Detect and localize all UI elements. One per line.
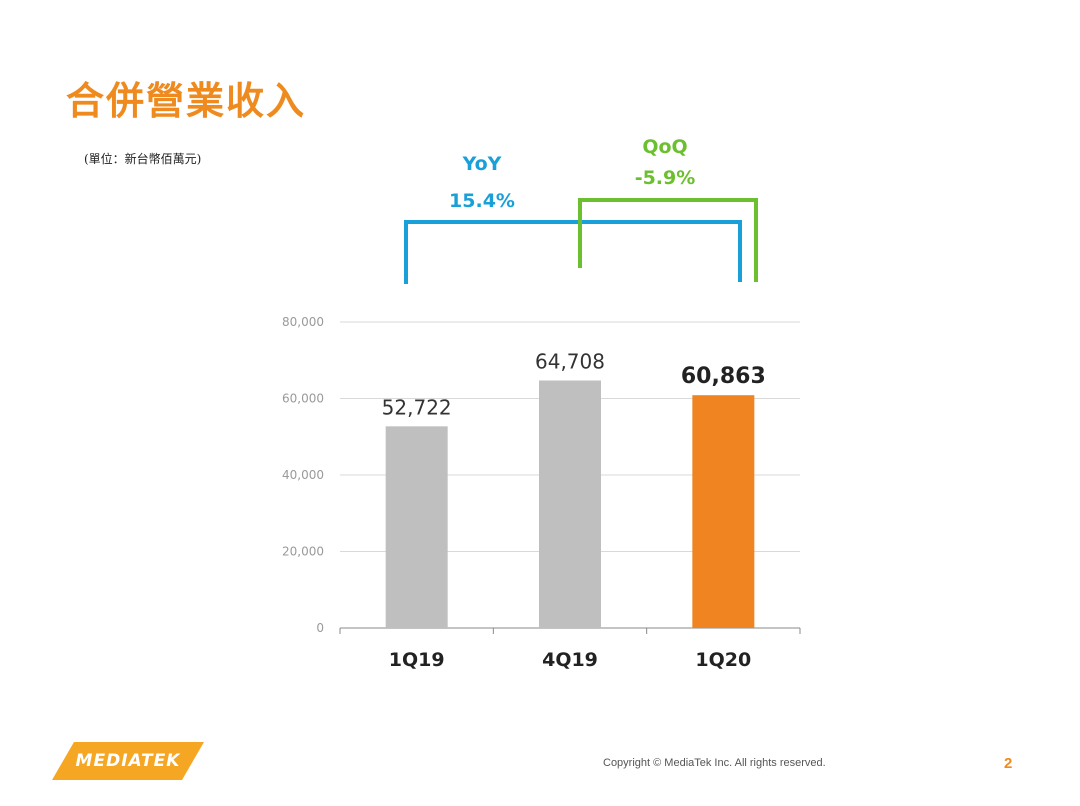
value-label-4Q19: 64,708 [535,349,605,373]
yoy-label: YoY [462,153,502,175]
yoy-bracket [404,220,742,284]
logo-shape [52,742,204,780]
page-number: 2 [1004,755,1013,772]
y-tick-label: 20,000 [282,545,324,559]
bar-1Q20 [692,395,755,628]
qoq-bracket [578,198,758,282]
logo-text: MEDIATEK [75,751,181,771]
category-label-4Q19: 4Q19 [542,649,598,671]
category-label-1Q19: 1Q19 [389,649,445,671]
value-label-1Q19: 52,722 [382,395,452,419]
yoy-value: 15.4% [449,190,515,212]
copyright-text: Copyright © MediaTek Inc. All rights res… [603,757,826,769]
qoq-label: QoQ [642,136,688,158]
mediatek-logo: MEDIATEK [52,742,204,780]
bar-1Q19 [385,426,448,628]
unit-note: (單位：新台幣佰萬元) [84,152,202,166]
y-tick-label: 40,000 [282,468,324,482]
value-label-1Q20: 60,863 [681,364,766,389]
bar-4Q19 [539,380,601,628]
category-label-1Q20: 1Q20 [695,649,751,671]
y-tick-label: 60,000 [282,392,324,406]
qoq-value: -5.9% [634,167,696,189]
slide-title: 合併營業收入 [66,78,307,123]
y-tick-label: 0 [316,621,324,635]
y-tick-label: 80,000 [282,315,324,329]
